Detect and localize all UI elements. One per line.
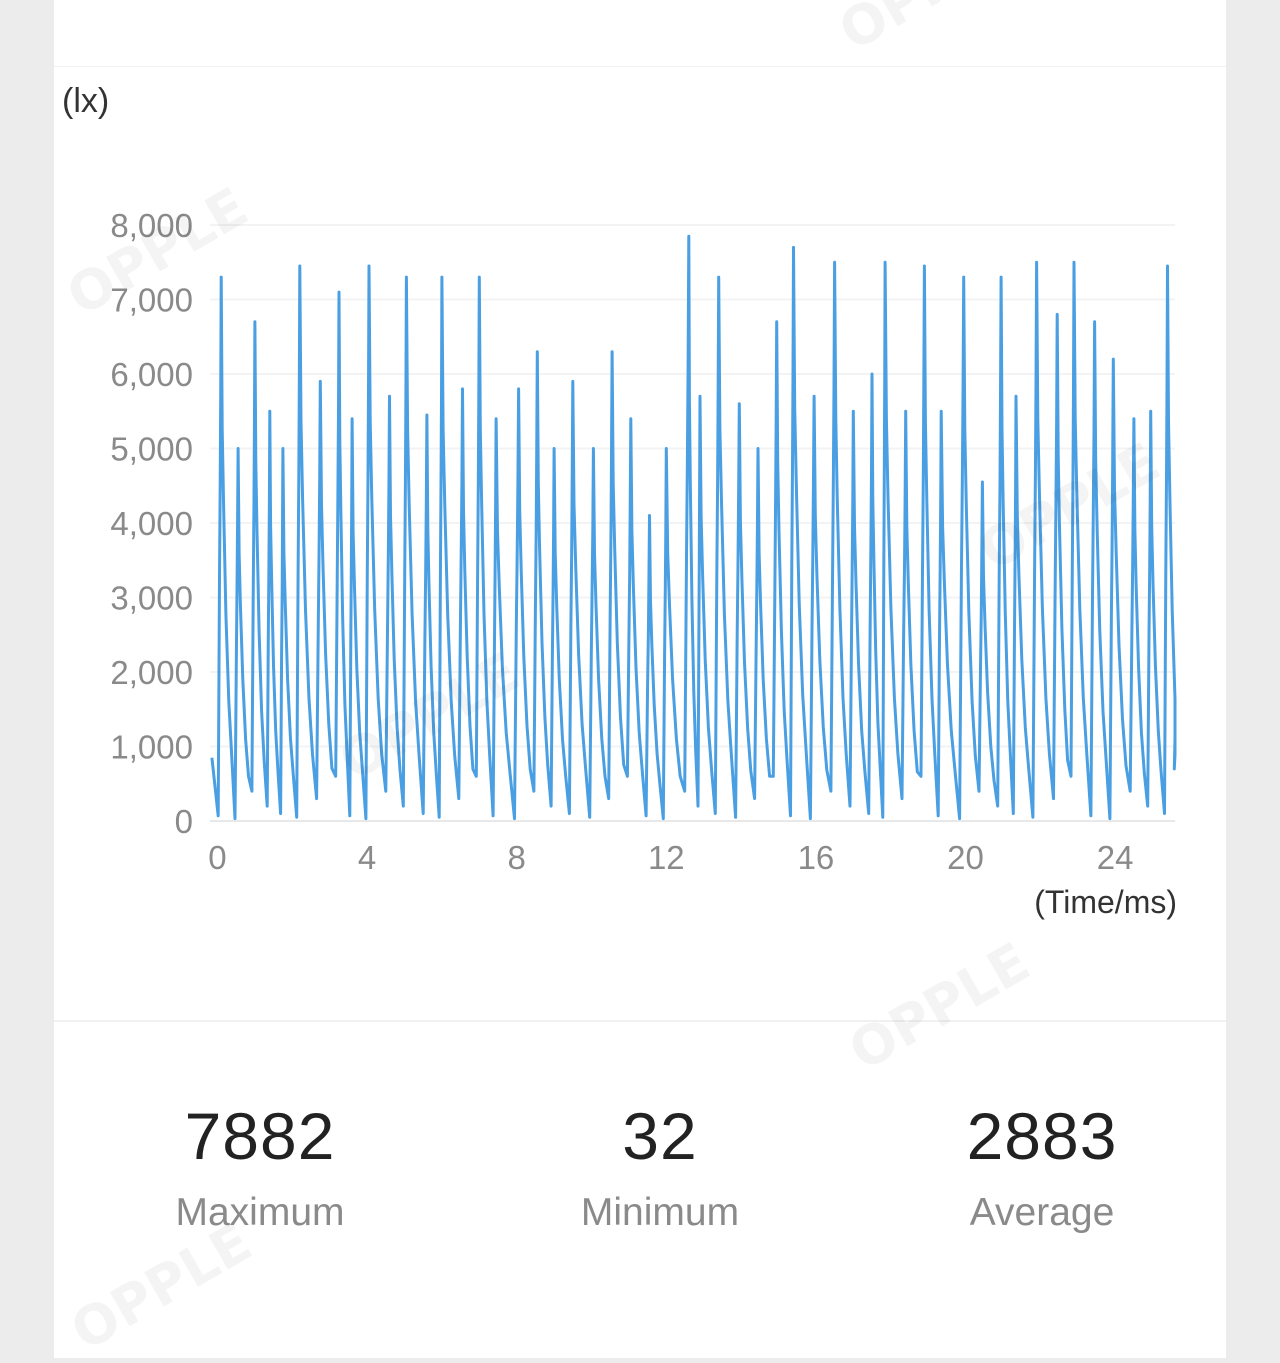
x-tick-label: 0	[208, 839, 226, 876]
series-line	[210, 234, 1177, 821]
x-axis-tick-labels: 0 4 8 12 16 20 24	[208, 839, 1133, 876]
y-tick-label: 8,000	[110, 207, 193, 244]
x-tick-label: 12	[648, 839, 685, 876]
x-tick-label: 8	[508, 839, 526, 876]
y-tick-label: 3,000	[110, 580, 193, 617]
x-tick-label: 24	[1097, 839, 1134, 876]
x-axis-title: (Time/ms)	[1034, 884, 1177, 920]
y-axis-unit-label: (lx)	[62, 82, 110, 120]
illuminance-series-line	[210, 234, 1177, 821]
x-tick-label: 4	[358, 839, 376, 876]
y-tick-label: 0	[175, 803, 193, 840]
stat-minimum: 32 Minimum	[510, 1096, 810, 1238]
minimum-label: Minimum	[580, 1191, 740, 1234]
y-tick-label: 5,000	[110, 431, 193, 468]
average-label: Average	[969, 1191, 1115, 1234]
x-tick-label: 20	[947, 839, 984, 876]
divider	[54, 1020, 1226, 1022]
minimum-value: 32	[622, 1099, 698, 1173]
x-tick-label: 16	[798, 839, 835, 876]
divider	[54, 66, 1226, 67]
y-tick-label: 6,000	[110, 356, 193, 393]
grid-lines	[210, 224, 1175, 822]
maximum-value: 7882	[184, 1099, 336, 1173]
y-tick-label: 1,000	[110, 729, 193, 766]
y-tick-label: 4,000	[110, 505, 193, 542]
illuminance-flicker-chart: 0 1,000 2,000 3,000 4,000 5,000 6,000 7,000 8,00…	[110, 207, 1177, 920]
y-tick-label: 7,000	[110, 282, 193, 319]
y-tick-label: 2,000	[110, 654, 193, 691]
stat-average: 2883 Average	[892, 1096, 1192, 1238]
stat-maximum: 7882 Maximum	[110, 1096, 410, 1238]
maximum-label: Maximum	[175, 1191, 345, 1234]
average-value: 2883	[966, 1099, 1118, 1173]
y-axis-tick-labels: 0 1,000 2,000 3,000 4,000 5,000 6,000 7,000 8,00…	[110, 207, 193, 840]
measurement-panel	[54, 0, 1226, 1358]
